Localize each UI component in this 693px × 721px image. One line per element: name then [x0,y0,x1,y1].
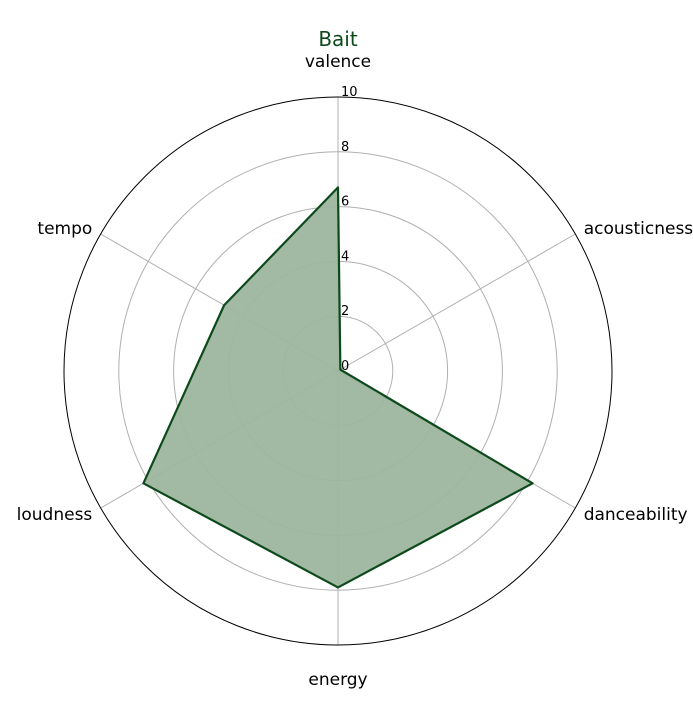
chart-title: Bait [318,27,358,51]
axis-label-loudness: loudness [17,505,93,525]
axis-label-acousticness: acousticness [584,219,693,239]
radial-tick-label: 6 [341,195,349,210]
polar-frame [63,96,613,646]
axis-label-danceability: danceability [584,505,688,525]
radial-tick-label: 4 [341,249,349,264]
radial-tick-label: 0 [341,359,349,374]
grid-spoke [337,233,576,372]
series-line [142,186,534,589]
series-area [143,187,533,588]
axis-label-energy: energy [308,670,367,690]
axis-label-tempo: tempo [37,219,92,239]
radial-tick-label: 8 [341,140,349,155]
axis-label-valence: valence [305,52,371,72]
radial-ticks: 0 2 4 6 8 10 [341,85,358,374]
radial-tick-label: 10 [341,85,358,100]
axis-labels: valence acousticness danceability energy lou… [17,52,693,690]
data-layer [142,186,534,589]
radial-tick-label: 2 [341,304,349,319]
